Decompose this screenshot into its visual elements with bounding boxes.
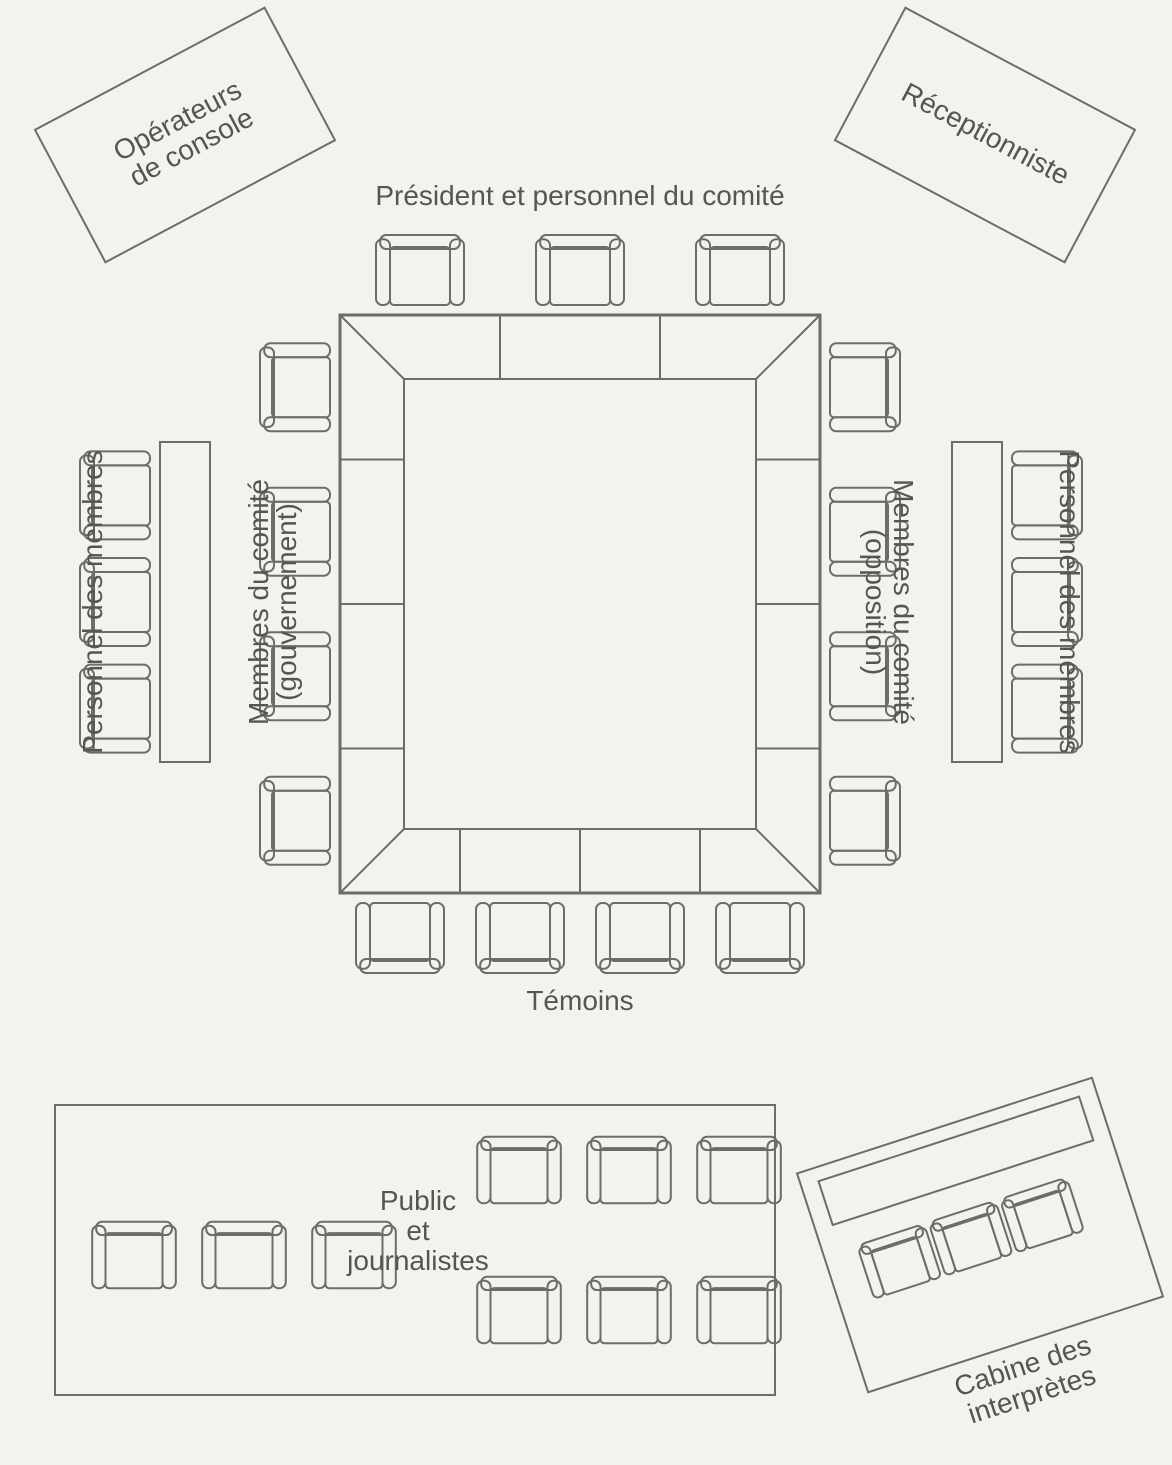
public-chair <box>477 1137 561 1204</box>
public-chair <box>202 1222 286 1289</box>
public-chair <box>587 1277 671 1344</box>
public-chair <box>477 1277 561 1344</box>
witnesses-label: Témoins <box>526 985 633 1016</box>
interpreter-chair <box>1000 1177 1084 1252</box>
president-chair <box>536 235 624 305</box>
receptionist-box: Réceptionniste <box>835 8 1135 263</box>
diagram-svg: Opérateursde console Réceptionniste Cabine… <box>0 0 1172 1465</box>
public-chair <box>587 1137 671 1204</box>
public-label: Public <box>380 1185 456 1216</box>
opp-members-label: Membres du comité <box>888 479 919 725</box>
console-operators-box: Opérateursde console <box>35 8 335 263</box>
president-chair <box>696 235 784 305</box>
witness-chair <box>356 903 444 973</box>
public-chair <box>697 1137 781 1204</box>
staff-left-label: Personnel des membres <box>77 450 108 753</box>
interpreters-booth: Cabine desinterprètes <box>797 1078 1172 1457</box>
govt-members-label: Membres du comité <box>243 479 274 725</box>
interpreter-chair <box>928 1201 1012 1276</box>
staff-right-label: Personnel des membres <box>1054 450 1085 753</box>
opp-members-label2: (opposition) <box>860 529 891 675</box>
witness-chair <box>596 903 684 973</box>
govt-member-chair <box>260 343 330 431</box>
public-label: journalistes <box>346 1245 489 1276</box>
interpreter-chair <box>857 1224 941 1299</box>
opp-member-chair <box>830 777 900 865</box>
public-label: et <box>406 1215 430 1246</box>
witness-chair <box>716 903 804 973</box>
main-table-outer <box>340 315 820 893</box>
staff-table-right <box>952 442 1002 762</box>
public-chair <box>92 1222 176 1289</box>
president-label: Président et personnel du comité <box>375 180 784 211</box>
govt-members-label2: (gouvernement) <box>271 503 302 701</box>
staff-table-left <box>160 442 210 762</box>
main-table-inner <box>404 379 756 829</box>
receptionist-box-label: Réceptionniste <box>897 77 1075 191</box>
president-chair <box>376 235 464 305</box>
witness-chair <box>476 903 564 973</box>
committee-room-diagram: Opérateursde console Réceptionniste Cabine… <box>0 0 1172 1465</box>
govt-member-chair <box>260 777 330 865</box>
public-chair <box>697 1277 781 1344</box>
opp-member-chair <box>830 343 900 431</box>
